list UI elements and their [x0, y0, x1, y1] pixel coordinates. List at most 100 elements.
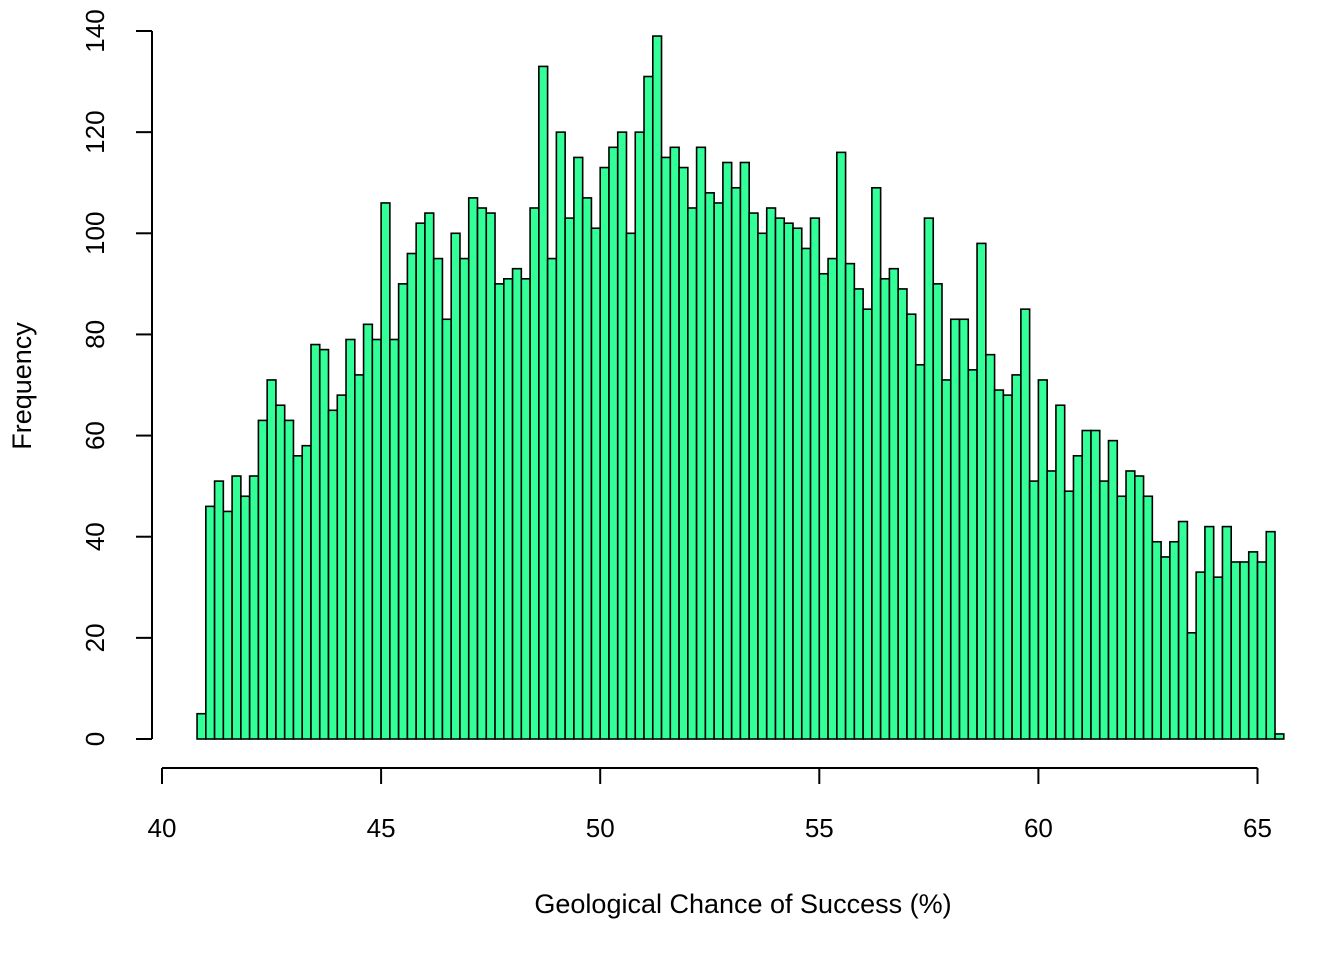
- histogram-bar: [783, 222, 794, 740]
- histogram-bar: [581, 197, 593, 740]
- histogram-bar: [327, 409, 339, 740]
- histogram-bar: [748, 212, 759, 740]
- histogram-bar: [1046, 470, 1057, 740]
- histogram-bar: [827, 257, 838, 740]
- histogram-bar: [1055, 404, 1066, 740]
- histogram-bar: [222, 510, 233, 740]
- histogram-bar: [476, 207, 488, 740]
- histogram-bar: [494, 283, 505, 740]
- histogram-bar: [415, 222, 426, 740]
- histogram-bar: [1028, 480, 1040, 740]
- histogram-bar: [634, 131, 645, 740]
- histogram-bar: [1037, 379, 1048, 740]
- histogram-bar: [1142, 495, 1154, 740]
- histogram-bar: [651, 35, 663, 740]
- histogram-bar: [301, 444, 312, 740]
- histogram-bar: [914, 363, 926, 740]
- histogram-bar: [546, 257, 558, 740]
- histogram-bar: [441, 318, 453, 740]
- histogram-bar: [809, 217, 821, 740]
- histogram-bar: [800, 247, 812, 740]
- histogram-bar: [485, 212, 496, 740]
- histogram-bar: [643, 75, 654, 740]
- histogram-bar: [459, 257, 470, 740]
- histogram-bar: [1230, 561, 1241, 740]
- histogram-bar: [1160, 556, 1171, 740]
- histogram-bar: [949, 318, 961, 740]
- histogram-bar: [1116, 495, 1127, 740]
- histogram-bar: [213, 480, 225, 740]
- histogram-bar: [608, 146, 619, 740]
- histogram-bar: [538, 65, 549, 740]
- histogram-bar: [678, 166, 689, 740]
- histogram-bar: [967, 369, 978, 740]
- histogram-bar: [240, 495, 251, 740]
- x-tick-label: 65: [1243, 813, 1272, 843]
- histogram-bar: [257, 419, 268, 740]
- histogram-bar: [502, 277, 514, 740]
- histogram-bar: [1256, 561, 1268, 740]
- histogram-bar: [1011, 374, 1022, 740]
- histogram-bar: [599, 166, 610, 740]
- histogram-bar: [687, 207, 698, 740]
- histogram-bar: [704, 192, 715, 740]
- y-tick-label: 60: [80, 421, 110, 450]
- histogram-bar: [1177, 520, 1189, 740]
- histogram-bar: [1247, 551, 1259, 740]
- histogram-bar: [345, 338, 356, 740]
- histogram-bar: [318, 348, 330, 740]
- histogram-bar: [450, 232, 461, 740]
- histogram-bar: [511, 267, 523, 740]
- histogram-bar: [520, 277, 531, 740]
- histogram-bar: [1081, 429, 1092, 740]
- histogram-bar: [739, 161, 750, 740]
- histogram-bar: [573, 156, 584, 740]
- y-tick-label: 0: [80, 732, 110, 746]
- y-tick-label: 120: [80, 110, 110, 153]
- histogram-bar: [1195, 571, 1206, 740]
- histogram-bar: [879, 277, 891, 740]
- x-axis: 40 45 50 55 60 65: [148, 767, 1272, 843]
- histogram-bar: [932, 283, 943, 740]
- histogram-bar: [397, 283, 409, 740]
- histogram-bar: [1151, 540, 1162, 740]
- histogram-bar: [818, 272, 829, 740]
- histogram-bars: [196, 35, 1285, 740]
- histogram-bar: [1134, 475, 1145, 740]
- x-tick-label: 40: [148, 813, 177, 843]
- histogram-bar: [275, 404, 286, 740]
- histogram-bar: [862, 308, 873, 740]
- histogram-bar: [1090, 429, 1101, 740]
- histogram-bar: [283, 419, 295, 740]
- histogram-bar: [1186, 631, 1197, 740]
- y-axis: 0 20 40 60 80 100 120 140: [80, 9, 153, 746]
- histogram-bar: [432, 257, 444, 740]
- histogram-bar: [713, 202, 724, 740]
- histogram-bar: [1072, 454, 1084, 740]
- histogram-bar: [389, 338, 400, 740]
- histogram-bar: [774, 217, 786, 740]
- histogram-bar: [1239, 561, 1250, 740]
- histogram-bar: [695, 146, 707, 740]
- histogram-bar: [906, 313, 917, 740]
- histogram-bar: [590, 227, 602, 740]
- histogram-bar: [888, 267, 899, 740]
- histogram-bar: [564, 217, 575, 740]
- histogram-bar: [354, 374, 365, 740]
- histogram-bar: [231, 475, 242, 740]
- histogram-bar: [625, 232, 637, 740]
- histogram-bar: [336, 394, 347, 740]
- histogram-bar: [993, 389, 1005, 740]
- histogram-bar: [266, 379, 277, 740]
- y-tick-label: 140: [80, 9, 110, 52]
- histogram-bar: [897, 288, 908, 740]
- histogram-bar: [248, 475, 260, 740]
- histogram-bar: [196, 712, 207, 740]
- x-axis-title: Geological Chance of Success (%): [534, 889, 951, 919]
- histogram-bar: [836, 151, 847, 740]
- histogram-bar: [1204, 525, 1215, 740]
- histogram-bar: [616, 131, 628, 740]
- histogram-bar: [765, 207, 777, 740]
- y-tick-label: 20: [80, 623, 110, 652]
- histogram-bar: [555, 131, 566, 740]
